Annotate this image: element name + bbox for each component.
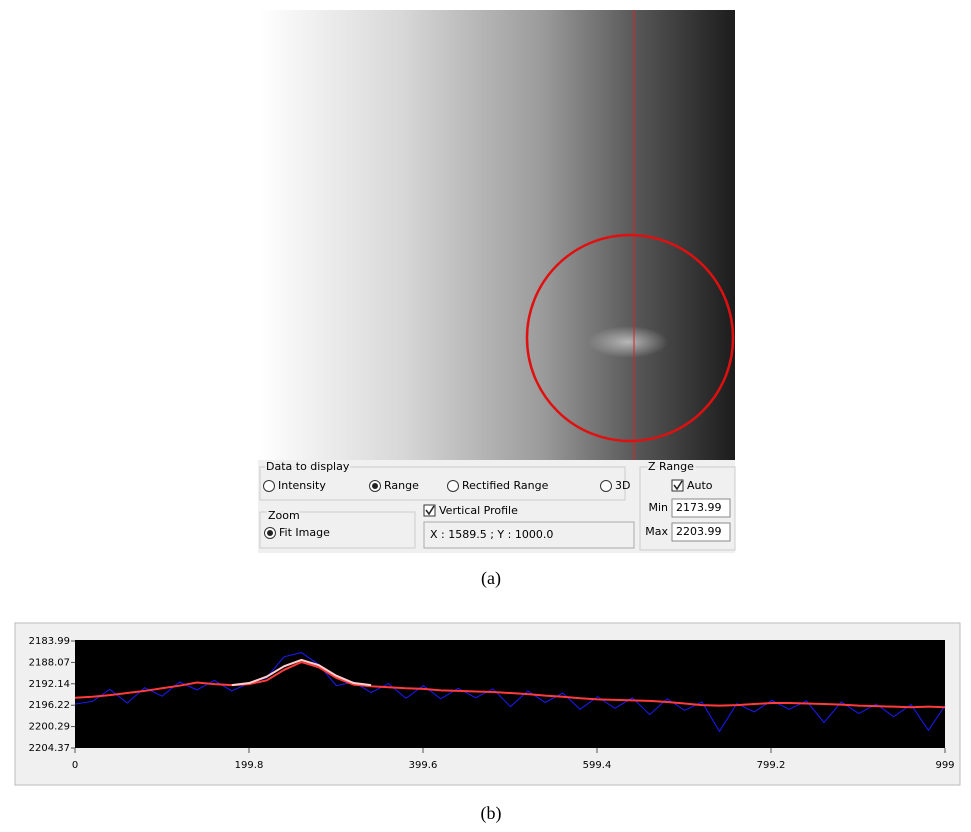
group-title: Z Range: [648, 460, 694, 473]
coords-box: [423, 521, 635, 549]
radio-label: Range: [384, 479, 419, 492]
radio-button[interactable]: [447, 480, 459, 492]
radio-button[interactable]: [600, 480, 612, 492]
checkbox-label: Auto: [687, 479, 713, 492]
bump-highlight: [588, 326, 668, 358]
y-tick-label: 2204.37: [29, 743, 70, 754]
radio-button[interactable]: [263, 480, 275, 492]
text-field[interactable]: [671, 522, 731, 542]
target-circle: [525, 233, 735, 443]
field-label: Min: [648, 501, 668, 514]
x-tick-label: 599.4: [583, 760, 612, 771]
caption: (b): [481, 803, 502, 824]
profile-line: [231, 658, 372, 687]
y-tick-label: 2188.07: [29, 657, 70, 668]
profile-line: [74, 660, 946, 709]
y-tick-label: 2183.99: [29, 636, 70, 647]
radio-label: Fit Image: [279, 526, 330, 539]
group-box: [259, 466, 626, 501]
radio-label: Intensity: [278, 479, 326, 492]
group-box: [259, 511, 416, 549]
x-tick-label: 199.8: [235, 760, 264, 771]
radio-label: 3D: [615, 479, 630, 492]
x-tick-label: 999: [935, 760, 954, 771]
radio-dot: [267, 530, 273, 536]
field-label: Max: [645, 525, 668, 538]
x-tick-label: 799.2: [757, 760, 786, 771]
checkbox[interactable]: [423, 504, 436, 517]
y-tick-label: 2200.29: [29, 722, 70, 733]
radio-label: Rectified Range: [462, 479, 549, 492]
radio-dot: [372, 483, 378, 489]
checkbox-label: Vertical Profile: [439, 504, 518, 517]
check-mark: [673, 480, 683, 491]
min-value: 2173.99: [676, 501, 722, 514]
y-tick-label: 2196.22: [29, 700, 70, 711]
group-title: Zoom: [268, 509, 300, 522]
text-field[interactable]: [671, 498, 731, 518]
range-image: [258, 10, 735, 460]
check-mark: [425, 505, 435, 516]
group-box: [639, 466, 736, 551]
group-title: Data to display: [266, 460, 350, 473]
x-tick-label: 399.6: [409, 760, 438, 771]
y-tick-label: 2192.14: [29, 679, 70, 690]
caption: (a): [481, 568, 501, 589]
x-tick-label: 0: [72, 760, 78, 771]
checkbox[interactable]: [671, 479, 684, 492]
max-value: 2203.99: [676, 525, 722, 538]
coords-text: X : 1589.5 ; Y : 1000.0: [430, 528, 553, 541]
